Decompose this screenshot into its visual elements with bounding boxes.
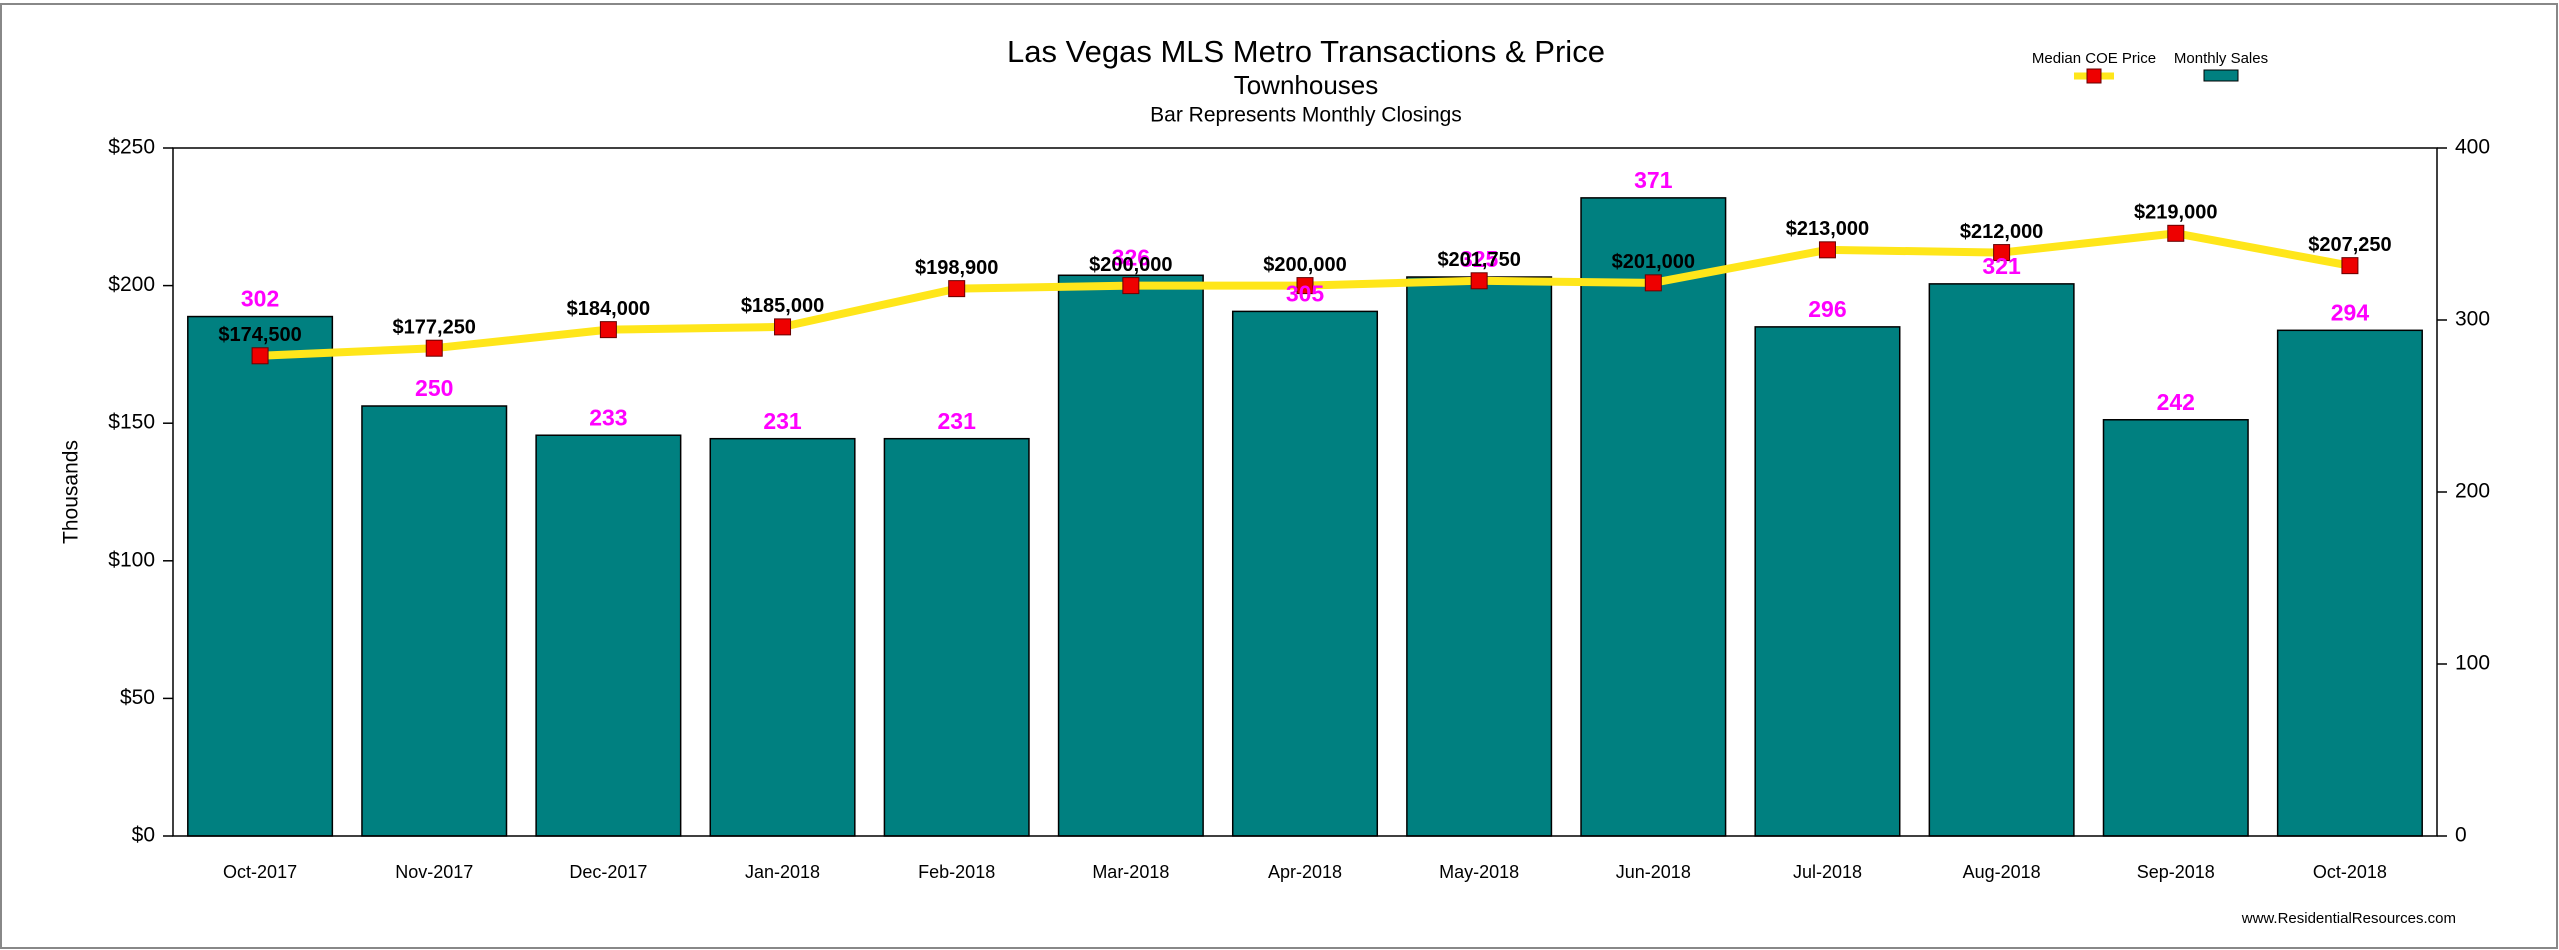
- bar: [535, 434, 682, 837]
- bar-value-label: 321: [1982, 253, 2021, 279]
- legend-marker: [2086, 68, 2102, 84]
- y2-tick-label: 200: [2455, 480, 2490, 503]
- point-value-label: $201,750: [1437, 249, 1520, 271]
- bar-value-label: 294: [2331, 299, 2370, 325]
- x-tick-label: Nov-2017: [395, 862, 473, 882]
- y-axis-label: Thousands: [60, 440, 83, 544]
- x-tick-label: May-2018: [1439, 862, 1519, 882]
- y2-tick-label: 400: [2455, 136, 2490, 159]
- point-value-label: $174,500: [218, 324, 301, 346]
- point-value-label: $184,000: [567, 298, 650, 320]
- point-value-label: $212,000: [1960, 221, 2043, 243]
- bar: [1928, 283, 2075, 837]
- y-tick-label: $150: [108, 411, 155, 434]
- point-value-label: $185,000: [741, 295, 824, 317]
- x-tick-label: Apr-2018: [1268, 862, 1342, 882]
- point: [599, 321, 617, 339]
- legend-label: Monthly Sales: [2174, 50, 2268, 67]
- bar-value-label: 305: [1286, 280, 1325, 306]
- bar-value-label: 325: [1460, 246, 1499, 272]
- x-tick-label: Aug-2018: [1963, 862, 2041, 882]
- point: [1470, 272, 1488, 290]
- chart-title: Las Vegas MLS Metro Transactions & Price: [1007, 34, 1605, 69]
- x-tick-label: Oct-2018: [2313, 862, 2387, 882]
- y-tick-label: $250: [108, 136, 155, 159]
- bar: [2102, 419, 2249, 837]
- bar-value-label: 296: [1808, 296, 1846, 322]
- bar: [1580, 197, 1727, 837]
- bar: [883, 437, 1030, 837]
- y-tick-label: $200: [108, 273, 155, 296]
- x-tick-label: Dec-2017: [569, 862, 647, 882]
- bar: [709, 437, 856, 837]
- chart-subtitle: Townhouses: [1234, 70, 1379, 100]
- x-tick-label: Mar-2018: [1092, 862, 1169, 882]
- point: [1818, 241, 1836, 259]
- point: [774, 318, 792, 336]
- point-value-label: $200,000: [1089, 254, 1172, 276]
- bar: [1231, 310, 1379, 837]
- bar-value-label: 242: [2157, 389, 2195, 415]
- point-value-label: $177,250: [393, 316, 476, 338]
- x-tick-label: Jun-2018: [1616, 862, 1691, 882]
- legend-swatch: [2203, 69, 2239, 82]
- bar: [1057, 274, 1204, 837]
- x-tick-label: Sep-2018: [2137, 862, 2215, 882]
- bar-value-label: 371: [1634, 167, 1673, 193]
- bar: [1406, 276, 1553, 837]
- point-value-label: $219,000: [2134, 202, 2217, 224]
- point-value-label: $213,000: [1786, 218, 1869, 240]
- x-tick-label: Feb-2018: [918, 862, 995, 882]
- y2-tick-label: 0: [2455, 824, 2467, 847]
- bar-value-label: 326: [1112, 244, 1150, 270]
- y-tick-label: $50: [120, 686, 155, 709]
- plot-frame: [172, 147, 2438, 837]
- point-value-label: $200,000: [1263, 254, 1346, 276]
- point: [1296, 277, 1314, 295]
- x-tick-label: Jan-2018: [745, 862, 820, 882]
- point: [1993, 244, 2011, 262]
- point: [251, 347, 269, 365]
- y2-tick-label: 100: [2455, 652, 2490, 675]
- chart-note: Bar Represents Monthly Closings: [1150, 104, 1462, 127]
- point: [1644, 274, 1662, 292]
- bar-value-label: 250: [415, 375, 453, 401]
- point: [1122, 277, 1140, 295]
- bar-value-label: 231: [763, 408, 802, 434]
- bar: [1754, 326, 1901, 837]
- footer: www.ResidentialResources.com: [2241, 910, 2456, 927]
- legend-label: Median COE Price: [2032, 50, 2156, 67]
- bar-value-label: 233: [589, 404, 627, 430]
- x-tick-label: Oct-2017: [223, 862, 297, 882]
- point: [948, 280, 966, 298]
- bar-value-label: 302: [241, 286, 279, 312]
- y2-tick-label: 300: [2455, 308, 2490, 331]
- point: [2167, 224, 2185, 242]
- point-value-label: $201,000: [1612, 251, 1695, 273]
- point: [2341, 257, 2359, 275]
- point-value-label: $198,900: [915, 257, 998, 279]
- x-tick-label: Jul-2018: [1793, 862, 1862, 882]
- y-tick-label: $0: [132, 824, 155, 847]
- point-value-label: $207,250: [2308, 234, 2391, 256]
- bar-value-label: 231: [938, 408, 977, 434]
- point: [425, 339, 443, 357]
- bar: [187, 315, 334, 837]
- bar: [2276, 329, 2423, 837]
- bar: [361, 405, 508, 837]
- y-tick-label: $100: [108, 548, 155, 571]
